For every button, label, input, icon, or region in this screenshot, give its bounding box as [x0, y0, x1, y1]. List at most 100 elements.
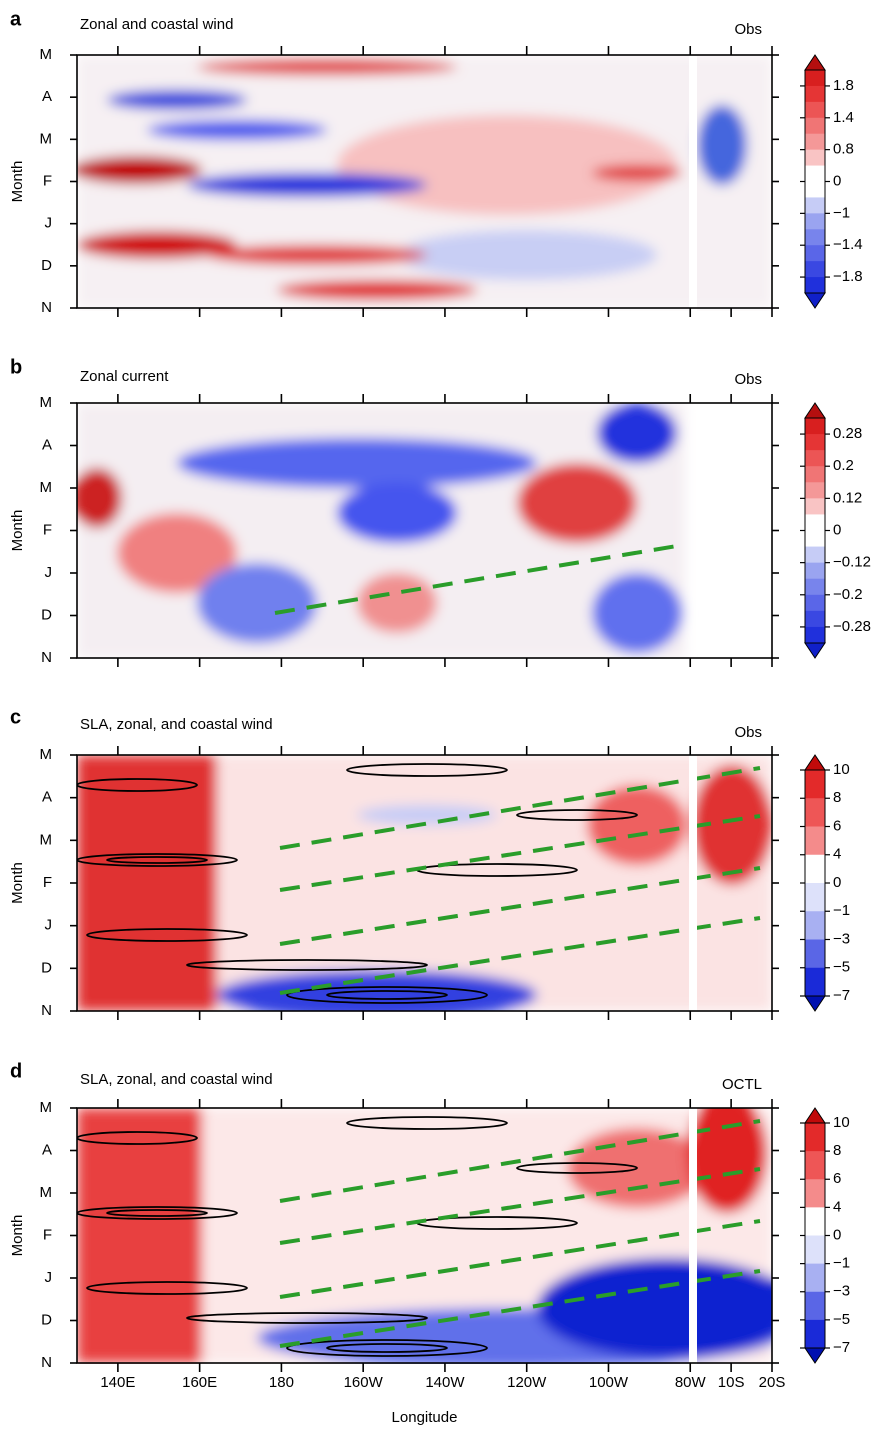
colorbar-band	[805, 1179, 825, 1208]
colorbar-label: −1.8	[833, 268, 863, 285]
field	[77, 403, 685, 658]
colorbar-band	[805, 197, 825, 214]
x-tick-label: 180	[269, 1374, 294, 1391]
colorbar-label: 8	[833, 1142, 841, 1159]
corner-label: Obs	[734, 724, 762, 741]
colorbar-band	[805, 1235, 825, 1265]
colorbar-triangle	[804, 292, 826, 309]
y-tick-label: M	[40, 746, 53, 763]
colorbar-label: 4	[833, 1198, 841, 1215]
y-axis-label: Month	[9, 862, 26, 904]
colorbar-label: −0.2	[833, 586, 863, 603]
y-tick-label: J	[45, 564, 53, 581]
x-tick-label: 140W	[425, 1374, 465, 1391]
corner-label: Obs	[734, 371, 762, 388]
colorbar-band	[805, 261, 825, 278]
colorbar-band	[805, 562, 825, 580]
colorbar-label: 1.8	[833, 77, 854, 94]
colorbar-band	[805, 883, 825, 912]
colorbar-label: 6	[833, 1170, 841, 1187]
x-tick-label: 160E	[182, 1374, 217, 1391]
colorbar-band	[805, 498, 825, 515]
x-tick-label: 80W	[675, 1374, 707, 1391]
y-tick-label: F	[43, 874, 52, 891]
colorbar-label: −3	[833, 930, 850, 947]
y-tick-label: M	[40, 831, 53, 848]
colorbar-band	[805, 181, 825, 198]
colorbar-band	[805, 101, 825, 119]
colorbar-label: 4	[833, 846, 841, 863]
corner-label: Obs	[734, 21, 762, 38]
colorbar-band	[805, 594, 825, 612]
y-tick-label: A	[42, 1141, 52, 1158]
corner-label: OCTL	[722, 1076, 762, 1093]
colorbar-label: −3	[833, 1283, 850, 1300]
colorbar-band	[805, 967, 825, 997]
colorbar-band	[805, 798, 825, 827]
colorbar-band	[805, 482, 825, 499]
y-tick-label: A	[42, 789, 52, 806]
y-tick-label: F	[43, 1226, 52, 1243]
y-tick-label: F	[43, 521, 52, 538]
y-tick-label: M	[40, 394, 53, 411]
y-tick-label: M	[40, 1184, 53, 1201]
colorbar-label: 0	[833, 172, 841, 189]
colorbar-band	[805, 117, 825, 135]
colorbar-label: −5	[833, 959, 850, 976]
x-tick-label: 10S	[718, 1374, 745, 1391]
y-tick-label: M	[40, 130, 53, 147]
panel-label: b	[10, 356, 22, 378]
colorbar-band	[805, 546, 825, 564]
colorbar-band	[805, 1207, 825, 1236]
y-tick-label: J	[45, 215, 53, 232]
colorbar-label: 0.28	[833, 425, 862, 442]
colorbar-band	[805, 826, 825, 856]
colorbar-label: −1.4	[833, 236, 863, 253]
y-tick-label: N	[41, 649, 52, 666]
colorbar-triangle	[804, 402, 826, 419]
colorbar-band	[805, 911, 825, 940]
colorbar-label: −5	[833, 1311, 850, 1328]
colorbar-band	[805, 450, 825, 467]
y-tick-label: N	[41, 1354, 52, 1371]
panel-title: Zonal and coastal wind	[80, 16, 233, 33]
colorbar-band	[805, 1123, 825, 1152]
colorbar-band	[805, 1151, 825, 1180]
y-tick-label: F	[43, 172, 52, 189]
y-tick-label: D	[41, 959, 52, 976]
y-tick-label: M	[40, 479, 53, 496]
colorbar-band	[805, 514, 825, 531]
y-axis-label: Month	[9, 1215, 26, 1257]
colorbar-band	[805, 1291, 825, 1321]
colorbar-label: 0.12	[833, 489, 862, 506]
panel-label: a	[10, 8, 22, 30]
field	[77, 755, 772, 1011]
y-tick-label: M	[40, 1099, 53, 1116]
colorbar-label: −0.28	[833, 618, 871, 635]
colorbar-triangle	[804, 995, 826, 1012]
colorbar-band	[805, 610, 825, 628]
panel-title: Zonal current	[80, 368, 169, 385]
colorbar-label: 0	[833, 1226, 841, 1243]
colorbar-band	[805, 770, 825, 799]
colorbar-label: 10	[833, 1114, 850, 1131]
x-tick-label: 140E	[100, 1374, 135, 1391]
colorbar-band	[805, 277, 825, 294]
colorbar-triangle	[804, 1107, 826, 1124]
colorbar-label: 0.2	[833, 457, 854, 474]
y-tick-label: N	[41, 299, 52, 316]
y-tick-label: D	[41, 606, 52, 623]
colorbar-band	[805, 165, 825, 182]
colorbar-band	[805, 626, 825, 644]
field	[77, 55, 772, 311]
x-axis-label: Longitude	[392, 1409, 458, 1426]
colorbar-triangle	[804, 754, 826, 771]
x-tick-label: 20S	[759, 1374, 786, 1391]
y-tick-label: A	[42, 436, 52, 453]
colorbar-band	[805, 939, 825, 969]
colorbar-label: 8	[833, 789, 841, 806]
panel-title: SLA, zonal, and coastal wind	[80, 716, 273, 733]
colorbar-band	[805, 1319, 825, 1349]
colorbar-band	[805, 133, 825, 151]
